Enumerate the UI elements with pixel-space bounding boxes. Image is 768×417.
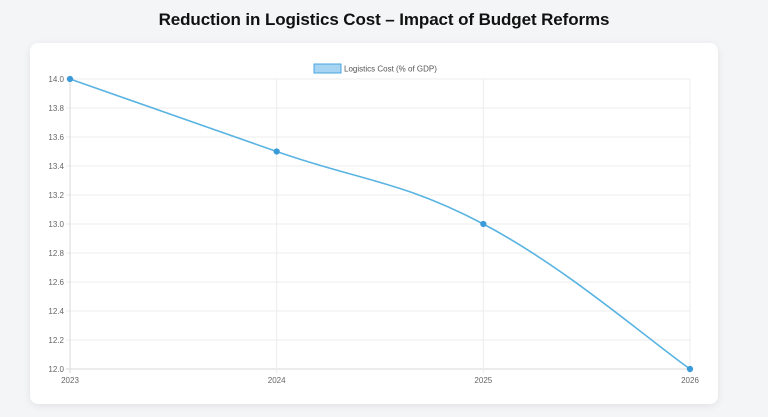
y-tick-label: 12.6	[48, 278, 64, 287]
y-axis-ticks: 12.0 12.2 12.4 12.6 12.8 13.0 13.2 13.4 13.6 13.8…	[48, 75, 64, 374]
x-tick-label: 2026	[681, 376, 699, 385]
chart-title: Reduction in Logistics Cost – Impact of …	[158, 10, 610, 29]
legend[interactable]: Logistics Cost (% of GDP)	[313, 63, 437, 74]
x-tick-label: 2023	[61, 376, 79, 385]
y-tick-label: 13.4	[48, 162, 64, 171]
y-tick-label: 12.4	[48, 307, 64, 316]
y-tick-label: 12.8	[48, 249, 64, 258]
y-tick-label: 12.2	[48, 336, 64, 345]
data-point-2024[interactable]	[273, 148, 280, 155]
y-tick-label: 13.6	[48, 133, 64, 142]
series-line	[69, 78, 691, 370]
data-points	[66, 75, 694, 373]
x-tick-label: 2024	[268, 376, 286, 385]
data-point-2023[interactable]	[66, 75, 74, 83]
y-tick-label: 12.0	[48, 365, 64, 374]
x-axis-ticks: 2023 2024 2025 2026	[61, 376, 699, 385]
legend-swatch	[313, 63, 342, 74]
data-point-2025[interactable]	[480, 220, 487, 228]
x-tick-label: 2025	[474, 376, 492, 385]
legend-label: Logistics Cost (% of GDP)	[344, 65, 437, 74]
y-tick-label: 13.0	[48, 220, 64, 229]
y-tick-label: 13.2	[48, 191, 64, 200]
y-tick-label: 13.8	[48, 104, 64, 113]
gridlines	[66, 78, 691, 373]
y-tick-label: 14.0	[48, 75, 64, 84]
data-point-2026[interactable]	[686, 365, 694, 373]
